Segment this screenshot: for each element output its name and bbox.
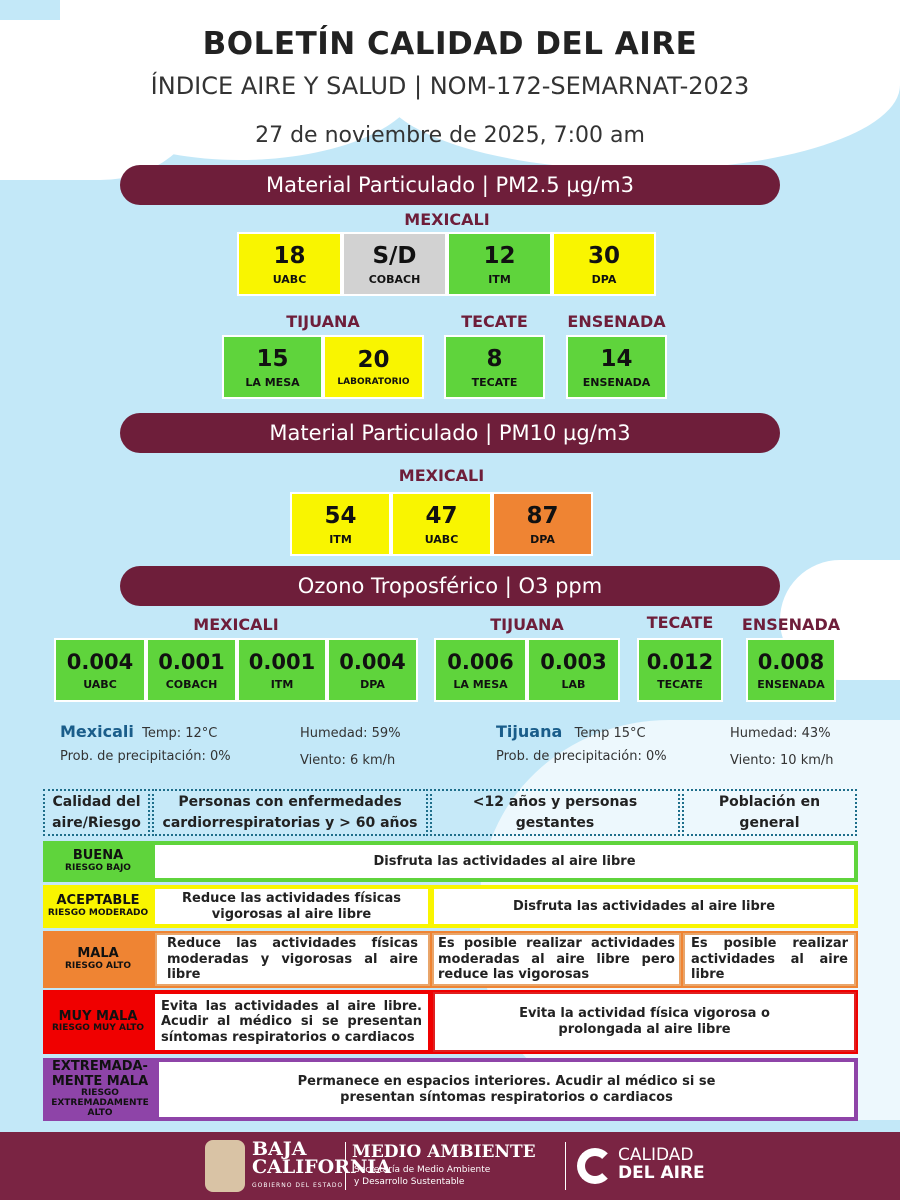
recommendation-cell: Permanece en espacios interiores. Acudir…: [157, 1060, 856, 1119]
cloud-decoration: [60, 0, 420, 160]
gov-sub: GOBIERNO DEL ESTADO: [252, 1182, 344, 1189]
recommendation-cell: Evita las actividades al aire libre. Acu…: [153, 992, 430, 1052]
recommendation-cell: Es posible realizar actividades moderada…: [432, 933, 681, 986]
weather-tijuana-humidity: Humedad: 43%: [730, 726, 831, 741]
station-box: 0.012 TECATE: [637, 638, 723, 702]
city-label: TECATE: [461, 312, 528, 331]
weather-tijuana-wind: Viento: 10 km/h: [730, 753, 834, 768]
city-label: ENSENADA: [567, 312, 666, 331]
city-label: MEXICALI: [398, 466, 485, 485]
state-seal-icon: [205, 1140, 245, 1192]
pm25-banner: Material Particulado | PM2.5 µg/m3: [120, 165, 780, 205]
dept-name: MEDIO AMBIENTE: [352, 1142, 536, 1162]
city-label: MEXICALI: [193, 615, 279, 634]
weather-mexicali-precip: Prob. de precipitación: 0%: [60, 749, 231, 764]
station-box: 54 ITM: [290, 492, 391, 556]
recommendation-cell: Evita la actividad física vigorosa o pro…: [433, 992, 856, 1052]
station-box: 18 UABC: [237, 232, 342, 296]
level-label: BUENA RIESGO BAJO: [65, 848, 131, 873]
station-box: 20 LABORATORIO: [323, 335, 424, 399]
divider: [565, 1142, 566, 1190]
weather-tijuana-precip: Prob. de precipitación: 0%: [496, 749, 667, 764]
brand-text: CALIDAD DEL AIRE: [618, 1145, 705, 1183]
recommendation-cell: Reduce las actividades físicas moderadas…: [155, 933, 430, 986]
city-label: ENSENADA: [741, 615, 841, 634]
table-header: Población en general: [682, 789, 857, 836]
recommendation-cell: Es posible realizar actividades al aire …: [683, 933, 856, 986]
bulletin-date: 27 de noviembre de 2025, 7:00 am: [255, 123, 645, 148]
station-box: 0.003 LAB: [527, 638, 620, 702]
level-label: MALA RIESGO ALTO: [64, 946, 132, 971]
station-box: 0.004 DPA: [327, 638, 418, 702]
station-box: 47 UABC: [391, 492, 492, 556]
table-header: Personas con enfermedades cardiorrespira…: [152, 789, 428, 836]
city-label: TIJUANA: [286, 312, 360, 331]
cloud-decoration: [380, 0, 900, 170]
footer: BAJA CALIFORNIA GOBIERNO DEL ESTADO MEDI…: [0, 1132, 900, 1200]
pm10-banner: Material Particulado | PM10 µg/m3: [120, 413, 780, 453]
level-label: EXTREMADA-MENTE MALA RIESGO EXTREMADAMENT…: [51, 1059, 149, 1118]
level-label: MUY MALA RIESGO MUY ALTO: [52, 1008, 144, 1034]
weather-tijuana-title: Tijuana Temp 15°C: [496, 722, 646, 741]
station-box: 0.001 COBACH: [146, 638, 237, 702]
station-box: 87 DPA: [492, 492, 593, 556]
calidad-aire-logo-icon: [577, 1148, 613, 1184]
page-subtitle: ÍNDICE AIRE Y SALUD | NOM-172-SEMARNAT-2…: [150, 72, 750, 100]
table-header: Calidad del aire/Riesgo: [43, 789, 150, 836]
station-box: 0.001 ITM: [237, 638, 327, 702]
weather-mexicali-humidity: Humedad: 59%: [300, 726, 401, 741]
station-box: 0.008 ENSENADA: [746, 638, 836, 702]
station-box: 0.006 LA MESA: [434, 638, 527, 702]
weather-mexicali-wind: Viento: 6 km/h: [300, 753, 396, 768]
dept-sub: Secretaría de Medio Ambiente: [354, 1165, 491, 1175]
station-box: 15 LA MESA: [222, 335, 323, 399]
recommendation-cell: Disfruta las actividades al aire libre: [153, 843, 856, 880]
gov-logo: BAJA CALIFORNIA: [252, 1138, 391, 1178]
station-box: 8 TECATE: [444, 335, 545, 399]
table-header: <12 años y personas gestantes: [430, 789, 680, 836]
divider: [345, 1142, 346, 1190]
recommendation-cell: Reduce las actividades físicas vigorosas…: [153, 887, 430, 926]
station-box: S/D COBACH: [342, 232, 447, 296]
city-label: TIJUANA: [490, 615, 564, 634]
level-label: ACEPTABLE RIESGO MODERADO: [47, 893, 149, 918]
weather-mexicali-title: Mexicali Temp: 12°C: [60, 722, 218, 741]
dept-sub: y Desarrollo Sustentable: [354, 1177, 465, 1187]
recommendation-cell: Disfruta las actividades al aire libre: [432, 887, 856, 926]
station-box: 0.004 UABC: [54, 638, 146, 702]
city-label: MEXICALI: [404, 210, 490, 229]
station-box: 14 ENSENADA: [566, 335, 667, 399]
station-box: 12 ITM: [447, 232, 552, 296]
page-title: BOLETÍN CALIDAD DEL AIRE: [202, 26, 698, 62]
city-label: TECATE: [646, 613, 714, 632]
station-box: 30 DPA: [552, 232, 656, 296]
o3-banner: Ozono Troposférico | O3 ppm: [120, 566, 780, 606]
